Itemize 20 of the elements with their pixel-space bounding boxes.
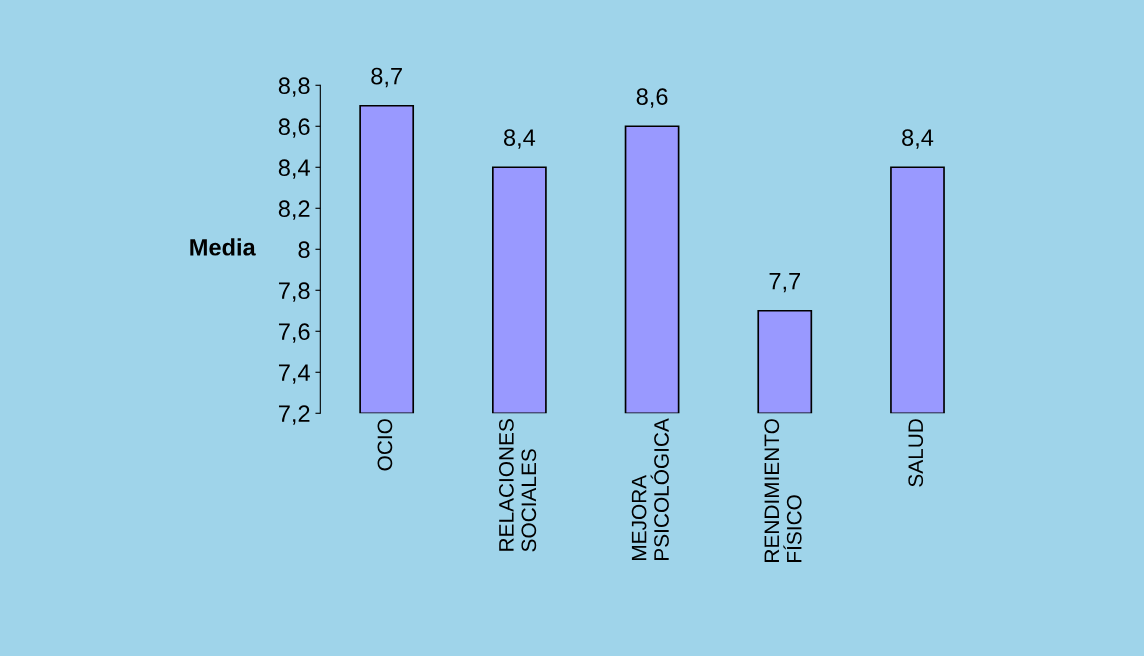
x-tick-label: RELACIONES SOCIALES — [499, 419, 537, 552]
x-tick-label: SALUD — [908, 419, 924, 487]
x-tick-label: OCIO — [377, 419, 393, 471]
x-tick-label: RENDIMIENTO FÍSICO — [764, 419, 802, 562]
data-label: 8,7 — [371, 67, 402, 88]
data-label: 8,6 — [636, 88, 668, 108]
data-label: 8,4 — [902, 129, 934, 149]
y-tick-label: 7,4 — [278, 364, 310, 384]
y-tick-label: 7,6 — [278, 323, 310, 343]
data-label: 8,4 — [503, 129, 536, 149]
x-tick-label: MEJORA PSICOLÓGICA — [631, 418, 669, 560]
y-axis-title: Media — [190, 238, 256, 256]
y-tick-label: 8 — [298, 241, 310, 259]
y-tick-label: 8,2 — [278, 200, 310, 220]
y-tick-label: 7,8 — [278, 282, 310, 302]
y-tick-label: 8,4 — [278, 159, 310, 179]
y-tick-label: 8,6 — [278, 118, 310, 138]
y-tick-label: 7,2 — [278, 405, 310, 425]
data-label: 7,7 — [769, 272, 801, 293]
y-tick-label: 8,8 — [278, 77, 310, 97]
